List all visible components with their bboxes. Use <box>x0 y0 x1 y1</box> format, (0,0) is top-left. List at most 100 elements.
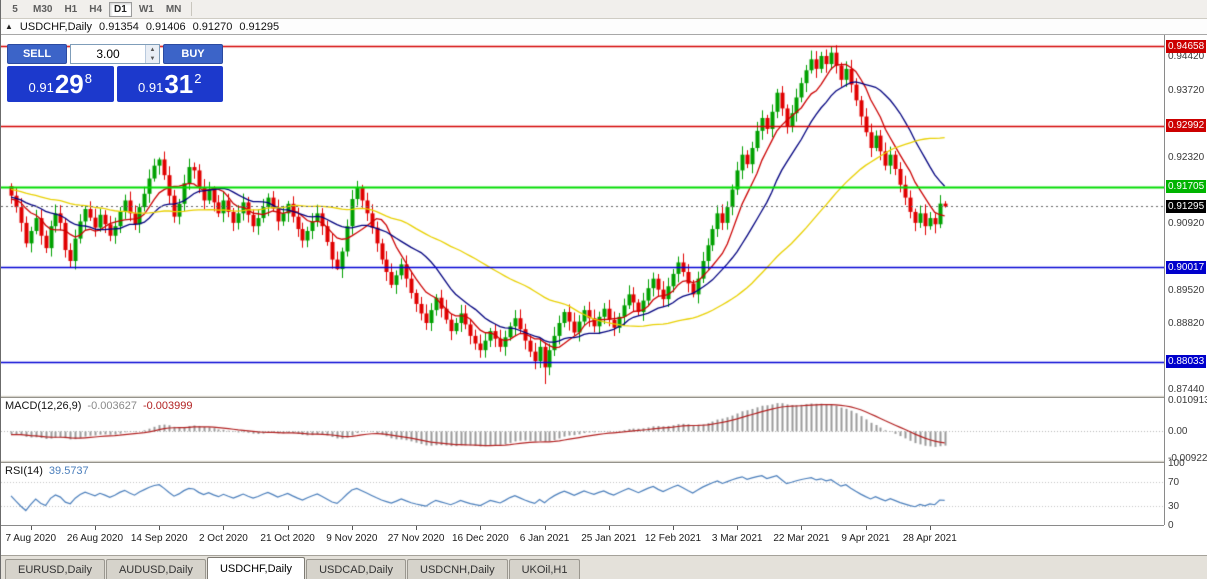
buy-price-display[interactable]: 0.91 31 2 <box>116 66 223 102</box>
date-label: 3 Mar 2021 <box>711 533 763 544</box>
timeframe-button-h4[interactable]: H4 <box>89 3 103 15</box>
rsi-label: RSI(14) <box>5 465 43 477</box>
date-label: 7 Aug 2020 <box>5 533 57 544</box>
date-label: 9 Apr 2021 <box>841 533 890 544</box>
ohlc-high: 0.91406 <box>145 20 186 33</box>
volume-down-button[interactable]: ▼ <box>146 54 159 63</box>
tab-usdcad[interactable]: USDCAD,Daily <box>306 559 407 579</box>
ohlc-low: 0.91270 <box>192 20 233 33</box>
date-label: 14 Sep 2020 <box>130 533 188 544</box>
macd-scale-label: 0.00 <box>1168 426 1188 438</box>
date-tick <box>608 526 610 530</box>
date-tick <box>287 526 289 530</box>
timeframe-button-d1[interactable]: D1 <box>109 1 132 17</box>
date-tick <box>737 526 739 530</box>
tab-usdcnh[interactable]: USDCNH,Daily <box>407 559 508 579</box>
date-label: 25 Jan 2021 <box>581 533 637 544</box>
volume-spinner: ▲ ▼ <box>145 45 159 63</box>
panel-divider[interactable] <box>1 460 1207 463</box>
buy-price-point: 2 <box>194 71 202 86</box>
date-label: 9 Nov 2020 <box>326 533 378 544</box>
date-label: 22 Mar 2021 <box>773 533 830 544</box>
date-tick <box>544 526 546 530</box>
date-tick <box>159 526 161 530</box>
volume-input[interactable]: 3.00 <box>96 47 120 61</box>
date-tick <box>416 526 418 530</box>
price-badge: 0.88033 <box>1166 355 1207 369</box>
date-tick <box>672 526 674 530</box>
date-label: 27 Nov 2020 <box>387 533 445 544</box>
date-tick <box>30 526 32 530</box>
buy-price-pips: 31 <box>164 69 194 99</box>
date-tick <box>94 526 96 530</box>
tab-audusd[interactable]: AUDUSD,Daily <box>105 559 206 579</box>
timeframe-bar: 5 M30 H1 H4 D1 W1 MN <box>1 0 1207 19</box>
price-badge: 0.91295 <box>1166 199 1207 213</box>
price-scale-label: 0.94420 <box>1168 51 1205 63</box>
date-tick <box>351 526 353 530</box>
price-scale-label: 0.92320 <box>1168 151 1205 163</box>
toolbar-separator <box>191 2 193 16</box>
one-click-trading-panel: SELL 3.00 ▲ ▼ BUY 0.91 29 8 0.91 31 2 <box>7 44 223 102</box>
volume-control: 3.00 ▲ ▼ <box>70 44 160 64</box>
collapse-chart-icon[interactable]: ▲ <box>5 22 13 31</box>
sell-button[interactable]: SELL <box>7 44 67 64</box>
price-badge: 0.94658 <box>1166 39 1207 53</box>
price-scale-label: 0.90920 <box>1168 218 1205 230</box>
sell-price-pips: 29 <box>54 69 84 99</box>
macd-label: MACD(12,26,9) <box>5 400 82 412</box>
tab-ukoil[interactable]: UKOil,H1 <box>508 559 581 579</box>
price-badge: 0.92992 <box>1166 119 1207 132</box>
volume-up-button[interactable]: ▲ <box>146 45 159 54</box>
panel-divider[interactable] <box>1 395 1207 398</box>
timeframe-button-5[interactable]: 5 <box>12 3 18 15</box>
price-badge: 0.90017 <box>1166 260 1207 274</box>
timeframe-button-mn[interactable]: MN <box>165 3 182 15</box>
rsi-scale-label: 70 <box>1168 476 1180 488</box>
date-label: 28 Apr 2021 <box>902 533 957 544</box>
rsi-scale-label: 0 <box>1168 520 1174 531</box>
rsi-value: 39.5737 <box>48 465 89 477</box>
rsi-label-row: RSI(14) 39.5737 <box>5 465 89 477</box>
timeframe-button-w1[interactable]: W1 <box>138 3 154 15</box>
macd-chart-canvas[interactable] <box>1 398 1164 460</box>
date-label: 12 Feb 2021 <box>644 533 702 544</box>
ohlc-close: 0.91295 <box>239 20 280 33</box>
buy-button[interactable]: BUY <box>163 44 223 64</box>
ohlc-open: 0.91354 <box>99 20 139 33</box>
date-tick <box>929 526 931 530</box>
chart-header: ▲ USDCHF,Daily 0.91354 0.91406 0.91270 0… <box>1 19 1207 35</box>
timeframe-button-h1[interactable]: H1 <box>64 3 78 15</box>
timeframe-button-m30[interactable]: M30 <box>33 3 53 15</box>
buy-price-base: 0.91 <box>138 80 164 95</box>
price-scale[interactable]: 0.94420 0.93720 0.92320 0.90920 0.89520 0.888… <box>1164 35 1207 531</box>
date-tick <box>801 526 803 530</box>
price-scale-label: 0.87440 <box>1168 384 1205 396</box>
price-scale-label: 0.89520 <box>1168 285 1205 297</box>
price-badge: 0.91705 <box>1166 180 1207 194</box>
price-scale-label: 0.88820 <box>1168 318 1205 330</box>
sell-price-display[interactable]: 0.91 29 8 <box>7 66 114 102</box>
chart-symbol-label: USDCHF,Daily <box>19 20 93 33</box>
rsi-scale-label: 100 <box>1168 458 1185 469</box>
date-tick <box>480 526 482 530</box>
macd-main-value: -0.003627 <box>87 400 137 412</box>
chart-tabs-bar: EURUSD,Daily AUDUSD,Daily USDCHF,Daily USDC… <box>1 555 1207 579</box>
date-axis[interactable]: 7 Aug 2020 26 Aug 2020 14 Sep 2020 2 Oct 20… <box>1 525 1164 555</box>
rsi-chart-canvas[interactable] <box>1 463 1164 525</box>
price-scale-label: 0.93720 <box>1168 84 1205 96</box>
tab-usdchf[interactable]: USDCHF,Daily <box>206 557 306 579</box>
sell-price-base: 0.91 <box>28 80 54 95</box>
date-tick <box>865 526 867 530</box>
date-label: 21 Oct 2020 <box>260 533 315 544</box>
macd-scale-label: -0.00922 <box>1168 452 1207 464</box>
sell-price-point: 8 <box>84 71 92 86</box>
macd-scale-label: 0.010913 <box>1168 395 1207 407</box>
date-label: 6 Jan 2021 <box>519 533 570 544</box>
date-label: 16 Dec 2020 <box>451 533 509 544</box>
rsi-scale-label: 30 <box>1168 501 1180 513</box>
date-label: 26 Aug 2020 <box>66 533 124 544</box>
tab-eurusd[interactable]: EURUSD,Daily <box>5 559 105 579</box>
date-label: 2 Oct 2020 <box>198 533 248 544</box>
